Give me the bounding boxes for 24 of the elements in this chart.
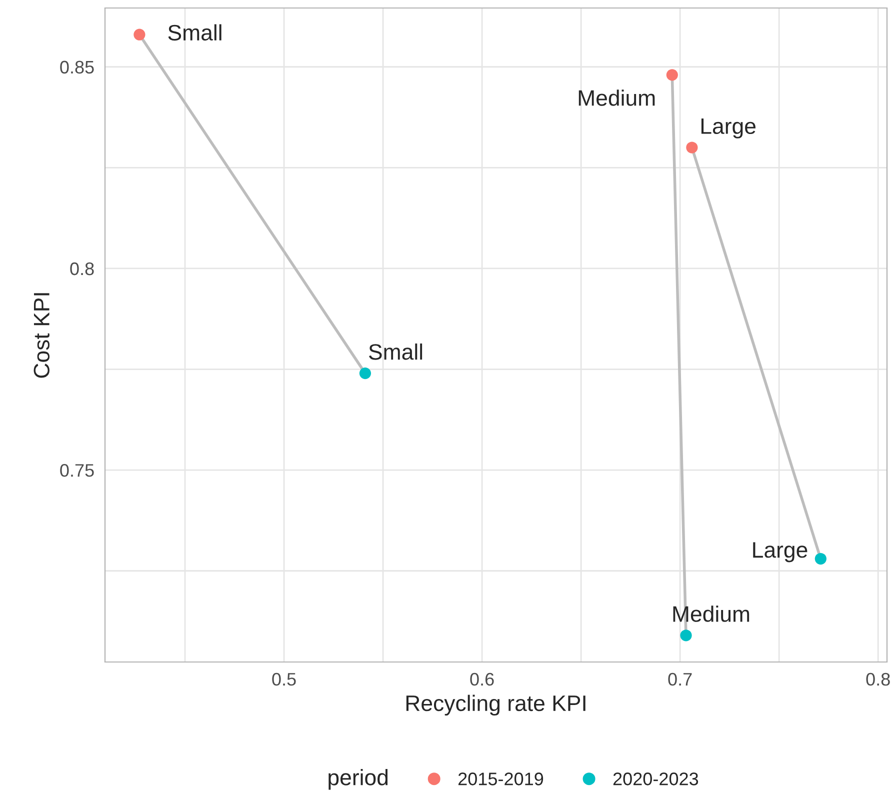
point [814,552,826,565]
y-tick-label: 0.85 [60,60,94,74]
annotation: Medium [673,606,750,622]
legend-label: 2015-2019 [458,772,544,786]
point [359,367,372,380]
x-tick-label: 0.8 [866,672,890,686]
annotation: Small [168,24,222,41]
y-axis-title: Cost KPI [34,293,50,378]
legend-label: 2020-2023 [613,772,698,786]
x-tick-label: 0.6 [470,672,494,686]
point [666,69,678,81]
point [686,142,698,154]
y-tick-label: 0.8 [70,262,94,276]
annotation: Large [753,542,808,562]
y-tick-label: 0.75 [60,464,94,477]
point [134,28,146,40]
point [680,630,692,642]
x-tick-label: 0.7 [668,672,692,686]
legend-title: period [328,769,388,790]
annotation: Small [368,344,422,360]
x-tick-label: 0.5 [272,672,296,686]
annotation: Medium [578,90,655,106]
annotation: Large [701,118,756,138]
x-axis-title: Recycling rate KPI [406,694,586,716]
